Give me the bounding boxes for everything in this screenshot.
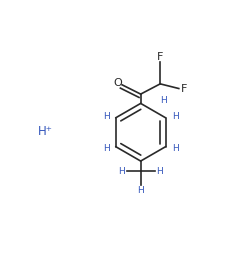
Text: H: H (103, 144, 109, 153)
Text: F: F (181, 83, 187, 94)
Text: H: H (119, 167, 125, 176)
Text: H: H (137, 186, 144, 194)
Text: H⁺: H⁺ (38, 125, 53, 138)
Text: H: H (156, 167, 163, 176)
Text: F: F (157, 52, 163, 62)
Text: H: H (172, 112, 179, 121)
Text: O: O (113, 78, 122, 88)
Text: H: H (172, 144, 179, 153)
Text: H: H (161, 96, 167, 105)
Text: H: H (103, 112, 109, 121)
